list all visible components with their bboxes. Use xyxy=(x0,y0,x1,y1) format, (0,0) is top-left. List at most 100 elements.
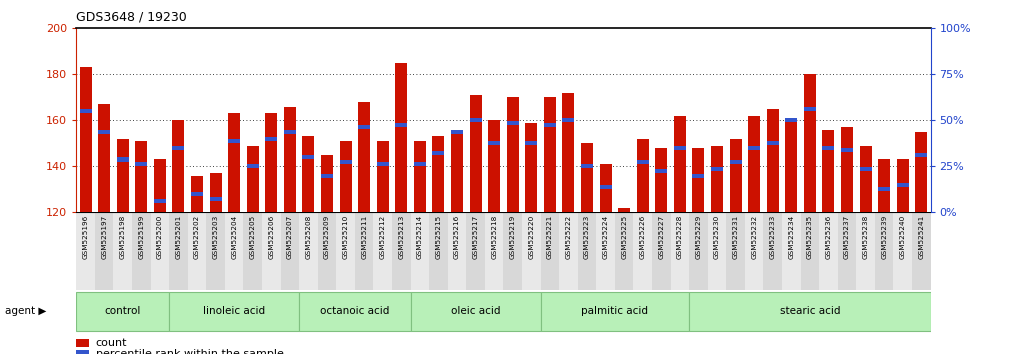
Bar xyxy=(488,120,500,212)
Bar xyxy=(340,160,352,164)
Bar xyxy=(188,212,206,290)
Text: GSM525205: GSM525205 xyxy=(250,215,255,259)
Bar xyxy=(470,95,482,212)
Bar xyxy=(191,176,203,212)
Bar xyxy=(470,118,482,122)
Text: GSM525222: GSM525222 xyxy=(565,215,572,259)
Text: GSM525227: GSM525227 xyxy=(658,215,664,259)
Text: GSM525215: GSM525215 xyxy=(435,215,441,259)
Bar xyxy=(767,109,779,212)
Bar xyxy=(578,212,596,290)
Bar xyxy=(637,139,649,212)
Text: GSM525224: GSM525224 xyxy=(602,215,608,259)
Bar xyxy=(95,212,114,290)
Bar xyxy=(674,146,685,150)
Bar xyxy=(541,292,690,331)
Bar xyxy=(76,350,89,354)
Bar xyxy=(652,212,670,290)
Bar xyxy=(859,146,872,212)
Bar xyxy=(600,164,611,212)
Text: GSM525240: GSM525240 xyxy=(900,215,906,259)
Text: GSM525232: GSM525232 xyxy=(752,215,757,259)
Text: GSM525212: GSM525212 xyxy=(379,215,385,259)
Bar xyxy=(823,146,834,150)
Text: GSM525239: GSM525239 xyxy=(881,215,887,259)
Bar xyxy=(98,130,110,134)
Bar xyxy=(525,141,537,145)
Bar xyxy=(503,212,522,290)
Bar xyxy=(525,123,537,212)
Bar xyxy=(841,127,853,212)
Bar xyxy=(803,74,816,212)
Bar xyxy=(228,139,240,143)
Text: GSM525230: GSM525230 xyxy=(714,215,720,259)
Bar xyxy=(135,162,147,166)
Text: GSM525213: GSM525213 xyxy=(399,215,405,259)
Bar xyxy=(670,212,690,290)
Bar xyxy=(562,118,575,122)
Bar xyxy=(117,139,129,212)
Bar xyxy=(729,160,741,164)
Bar xyxy=(559,212,578,290)
Bar xyxy=(414,141,426,212)
Bar xyxy=(154,199,166,203)
Bar xyxy=(803,107,816,111)
Text: palmitic acid: palmitic acid xyxy=(582,306,649,316)
Bar xyxy=(355,212,373,290)
Bar xyxy=(265,137,278,141)
Text: GSM525238: GSM525238 xyxy=(862,215,869,259)
Bar xyxy=(693,173,705,178)
Bar xyxy=(708,212,726,290)
Text: GSM525216: GSM525216 xyxy=(454,215,460,259)
Bar xyxy=(544,97,556,212)
Bar xyxy=(618,215,631,219)
Text: GSM525206: GSM525206 xyxy=(268,215,275,259)
Bar xyxy=(169,212,188,290)
Bar xyxy=(396,123,407,127)
Bar xyxy=(247,164,258,169)
Bar xyxy=(729,139,741,212)
Bar xyxy=(358,125,370,129)
Bar xyxy=(321,173,333,178)
Bar xyxy=(429,212,447,290)
Bar xyxy=(878,159,890,212)
Text: GSM525199: GSM525199 xyxy=(138,215,144,259)
Bar xyxy=(767,141,779,145)
Text: GSM525196: GSM525196 xyxy=(82,215,88,259)
Bar xyxy=(317,212,337,290)
Bar xyxy=(411,292,541,331)
Bar xyxy=(859,167,872,171)
Text: GSM525218: GSM525218 xyxy=(491,215,497,259)
Bar xyxy=(785,118,797,212)
Bar xyxy=(522,212,541,290)
Text: GSM525207: GSM525207 xyxy=(287,215,293,259)
Bar xyxy=(838,212,856,290)
Bar xyxy=(544,123,556,127)
Bar xyxy=(726,212,744,290)
Bar xyxy=(299,292,411,331)
Text: GDS3648 / 19230: GDS3648 / 19230 xyxy=(76,11,187,24)
Bar xyxy=(432,150,444,155)
Bar xyxy=(451,130,463,212)
Bar xyxy=(281,212,299,290)
Bar xyxy=(432,137,444,212)
Bar xyxy=(596,212,615,290)
Bar xyxy=(411,212,429,290)
Text: GSM525226: GSM525226 xyxy=(640,215,646,259)
Bar xyxy=(634,212,652,290)
Bar xyxy=(132,212,151,290)
Bar xyxy=(785,118,797,122)
Text: linoleic acid: linoleic acid xyxy=(203,306,265,316)
Bar xyxy=(79,67,92,212)
Bar xyxy=(764,212,782,290)
Text: GSM525201: GSM525201 xyxy=(175,215,181,259)
Text: GSM525225: GSM525225 xyxy=(621,215,627,259)
Bar xyxy=(247,146,258,212)
Bar xyxy=(749,116,760,212)
Bar xyxy=(396,63,407,212)
Bar xyxy=(912,212,931,290)
Bar xyxy=(154,159,166,212)
Bar xyxy=(451,130,463,134)
Bar xyxy=(376,162,388,166)
Bar xyxy=(376,141,388,212)
